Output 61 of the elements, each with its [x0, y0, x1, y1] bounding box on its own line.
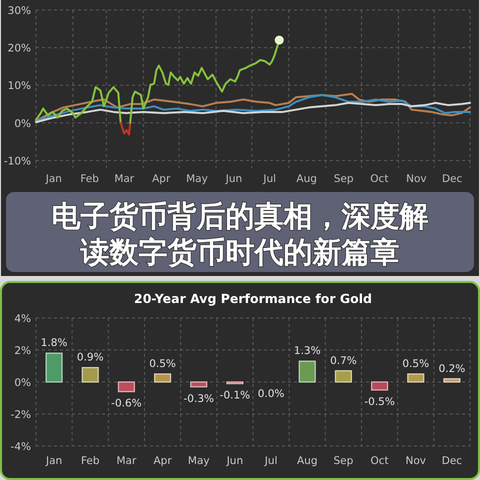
- x-tick-label: Mar: [114, 173, 135, 185]
- x-tick-label: Jan: [44, 455, 62, 467]
- y-tick-label: -2%: [10, 409, 32, 421]
- x-tick-label: Jun: [224, 173, 242, 185]
- x-tick-label: Sep: [334, 455, 354, 467]
- text: 电子货币背后的真相，深度解读数字货币时代的新篇章: [52, 199, 428, 269]
- x-tick-label: Jan: [44, 173, 62, 185]
- x-tick-label: Jun: [226, 455, 244, 467]
- bar: [407, 373, 424, 383]
- x-tick-label: Aug: [296, 173, 317, 185]
- x-tick-label: Feb: [80, 173, 100, 185]
- bar: [443, 378, 460, 383]
- x-tick-label: Oct: [370, 455, 389, 467]
- x-tick-label: Aug: [296, 455, 318, 467]
- data-label: 0.2%: [438, 362, 466, 375]
- bar: [371, 381, 388, 391]
- line-series: [35, 86, 122, 124]
- y-tick-label: -4%: [10, 441, 32, 453]
- data-label: -0.3%: [184, 392, 214, 405]
- x-tick-label: Jul: [264, 455, 278, 467]
- x-tick-label: Sep: [334, 173, 354, 185]
- data-label: -0.5%: [364, 396, 395, 408]
- chart-title: 20-Year Avg Performance for Gold: [134, 291, 372, 306]
- data-label: 0.9%: [76, 352, 104, 364]
- data-label: -0.1%: [220, 390, 250, 402]
- x-tick-label: May: [186, 173, 208, 185]
- line-series: [35, 102, 471, 124]
- data-label: 0.5%: [149, 358, 176, 370]
- x-tick-label: Feb: [80, 455, 100, 467]
- data-label: 0.0%: [258, 388, 284, 400]
- y-tick-label: -10%: [4, 155, 32, 168]
- x-tick-label: Dec: [442, 173, 462, 185]
- bar: [190, 381, 208, 388]
- y-tick-label: 0%: [14, 377, 32, 389]
- bar: [298, 360, 316, 383]
- y-tick-label: 10%: [8, 80, 32, 92]
- data-label: -0.6%: [111, 398, 142, 410]
- x-tick-label: Nov: [406, 455, 426, 467]
- x-tick-label: Apr: [152, 173, 171, 185]
- line-series: [120, 122, 132, 136]
- bar: [46, 352, 63, 383]
- data-label: 1.8%: [40, 337, 68, 350]
- x-tick-label: Jul: [262, 173, 276, 185]
- y-tick-label: 4%: [14, 313, 32, 325]
- data-label: 1.3%: [294, 345, 321, 358]
- bar: [118, 381, 135, 392]
- bar: [82, 367, 99, 383]
- x-tick-label: Dec: [442, 455, 462, 467]
- data-label: 0.5%: [402, 358, 430, 370]
- bar: [334, 370, 352, 383]
- bar: [154, 373, 172, 383]
- x-tick-label: Nov: [406, 173, 427, 185]
- x-tick-label: May: [188, 455, 210, 467]
- x-tick-label: Oct: [370, 173, 388, 185]
- y-tick-label: 20%: [8, 42, 32, 55]
- y-tick-label: 0%: [14, 118, 32, 130]
- data-label: 0.7%: [330, 354, 357, 367]
- y-tick-label: 30%: [8, 5, 32, 17]
- x-tick-label: Mar: [116, 455, 138, 467]
- x-tick-label: Apr: [153, 455, 172, 467]
- y-tick-label: 2%: [14, 345, 32, 357]
